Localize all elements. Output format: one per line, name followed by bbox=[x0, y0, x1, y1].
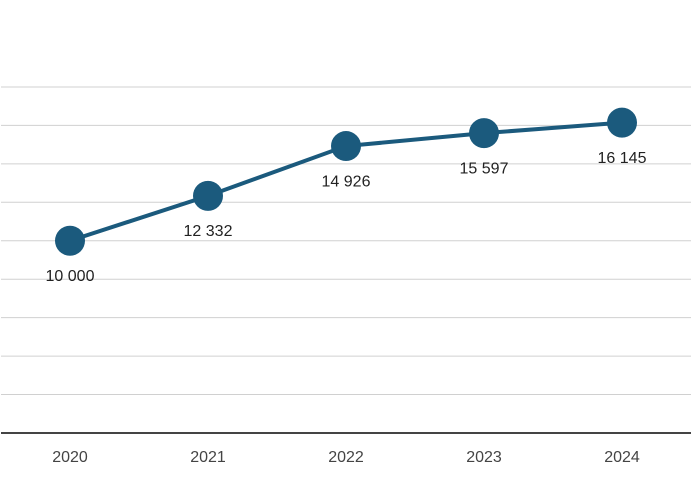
x-tick-label: 2021 bbox=[190, 449, 226, 466]
x-tick-label: 2020 bbox=[52, 449, 88, 466]
x-tick-label: 2024 bbox=[604, 449, 640, 466]
point bbox=[55, 225, 85, 256]
value-label: 12 332 bbox=[184, 223, 233, 240]
x-tick-label: 2022 bbox=[328, 449, 364, 466]
value-label: 15 597 bbox=[460, 160, 509, 177]
point bbox=[469, 118, 499, 149]
value-label: 16 145 bbox=[598, 150, 647, 167]
point bbox=[607, 107, 637, 138]
x-tick-label: 2023 bbox=[466, 449, 502, 466]
value-label: 14 926 bbox=[322, 173, 371, 190]
point bbox=[193, 180, 223, 211]
point bbox=[331, 131, 361, 162]
value-label: 10 000 bbox=[46, 268, 95, 285]
